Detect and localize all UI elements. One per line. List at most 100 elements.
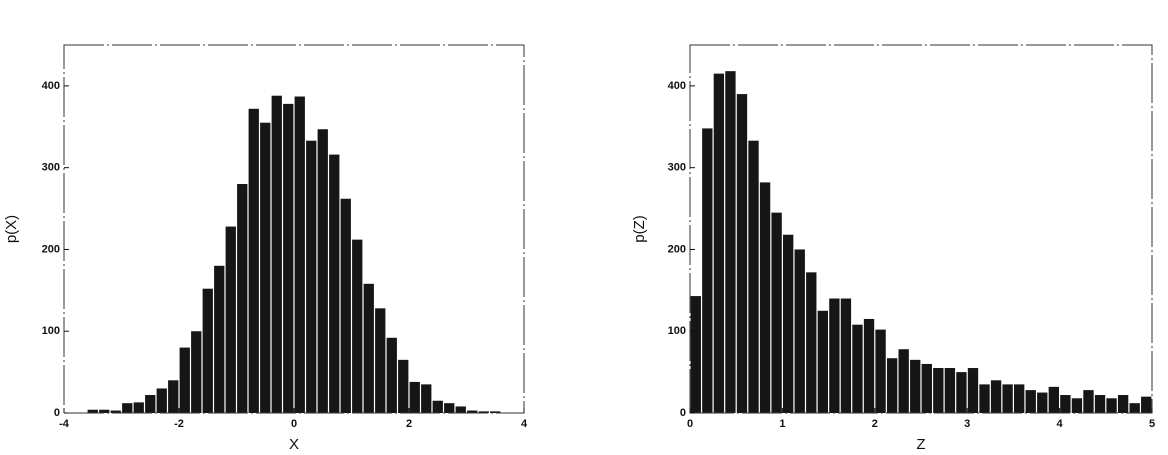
bar — [1083, 390, 1094, 413]
bar — [145, 395, 156, 413]
y-axis-label: p(X) — [3, 215, 20, 243]
bar — [386, 337, 397, 413]
bar — [933, 368, 944, 413]
bar — [840, 298, 852, 413]
x-tick-label: 4 — [1057, 418, 1064, 430]
bar — [956, 372, 967, 413]
bar — [829, 298, 840, 413]
bar — [817, 310, 828, 413]
bar — [1037, 392, 1048, 413]
x-tick-label: 2 — [406, 418, 412, 430]
y-tick-label: 200 — [42, 243, 60, 255]
bar — [967, 368, 979, 413]
bar — [283, 103, 294, 413]
x-tick-label: -2 — [174, 418, 184, 430]
bar — [1060, 395, 1071, 413]
bar — [478, 411, 489, 413]
plot-frame — [689, 44, 1153, 414]
bar — [202, 288, 213, 413]
bar — [340, 198, 351, 413]
bar — [736, 94, 748, 414]
bar — [783, 234, 794, 413]
x-tick-label: 3 — [964, 418, 970, 430]
bar — [806, 272, 817, 413]
bar — [156, 388, 167, 413]
bar — [214, 265, 225, 413]
x-tick-label: -4 — [59, 418, 70, 430]
y-tick-label: 400 — [668, 80, 686, 92]
bar — [421, 384, 432, 413]
bar — [1141, 396, 1152, 413]
bar — [306, 140, 317, 413]
x-tick-label: 0 — [291, 418, 297, 430]
x-tick-label: 5 — [1149, 418, 1155, 430]
bar — [852, 324, 863, 413]
plot-frame — [63, 44, 525, 414]
bar — [1002, 384, 1013, 413]
bar — [329, 154, 340, 414]
bar — [875, 329, 886, 413]
bar — [702, 128, 713, 413]
bar — [409, 381, 420, 413]
bar — [1106, 398, 1117, 413]
bar — [317, 129, 328, 413]
bar — [1025, 390, 1036, 413]
bar — [1048, 386, 1059, 413]
y-axis-label: p(Z) — [631, 215, 648, 243]
x-tick-label: 0 — [687, 418, 693, 430]
bar — [444, 403, 455, 413]
y-tick-label: 0 — [680, 407, 686, 419]
bar — [794, 249, 805, 413]
bar — [179, 347, 190, 413]
bar — [248, 108, 259, 413]
bar — [490, 411, 501, 413]
bar — [122, 403, 133, 413]
bar — [294, 96, 305, 414]
x-tick-label: 4 — [521, 418, 528, 430]
y-tick-label: 300 — [42, 162, 60, 174]
y-tick-label: 0 — [54, 407, 60, 419]
bar — [99, 409, 110, 413]
bar — [260, 122, 271, 413]
bar — [455, 406, 466, 413]
bar — [910, 359, 921, 413]
bar — [886, 358, 898, 413]
bar — [713, 73, 725, 413]
bar — [1094, 395, 1106, 413]
bar — [398, 359, 409, 413]
bar — [690, 296, 701, 413]
x-axis-label: Z — [916, 436, 925, 453]
bar — [432, 400, 443, 413]
bar — [237, 184, 248, 413]
y-tick-label: 400 — [42, 80, 60, 92]
bar — [352, 239, 363, 413]
bar — [771, 212, 782, 413]
bar — [363, 283, 374, 413]
bar — [1014, 384, 1025, 413]
bar — [168, 380, 179, 413]
y-tick-label: 100 — [668, 325, 686, 337]
y-tick-label: 300 — [668, 162, 686, 174]
bar — [1071, 398, 1083, 413]
bar — [1117, 395, 1129, 413]
bar — [759, 182, 771, 413]
x-tick-label: 2 — [872, 418, 878, 430]
bar — [271, 95, 282, 414]
bar — [467, 410, 478, 413]
bar — [990, 380, 1002, 413]
x-tick-label: 1 — [779, 418, 785, 430]
bar — [921, 363, 932, 413]
bar — [863, 318, 875, 413]
bar — [191, 331, 202, 413]
bar — [375, 308, 386, 413]
bar — [898, 349, 909, 413]
x-axis-label: X — [289, 436, 299, 453]
bar — [944, 368, 956, 413]
bar — [133, 402, 144, 413]
bar — [979, 384, 990, 413]
bar — [1129, 403, 1140, 413]
bar — [225, 226, 236, 413]
bar — [725, 71, 736, 414]
